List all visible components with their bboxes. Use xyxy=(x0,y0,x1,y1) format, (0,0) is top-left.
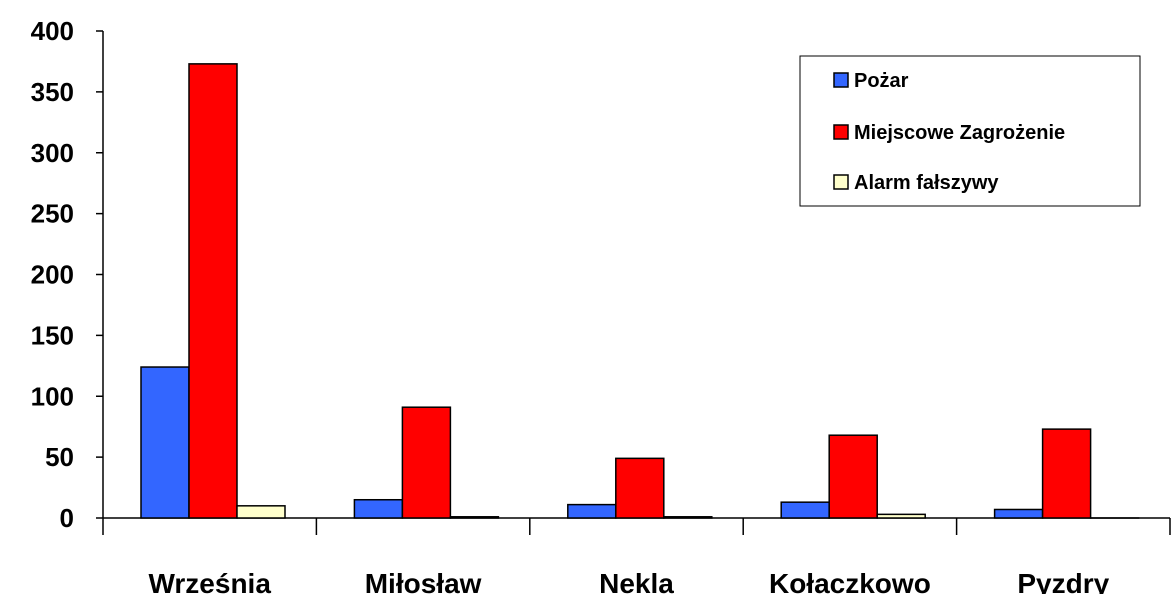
x-axis: Września Miłosław Nekla Kołaczkowo Pyzdry xyxy=(102,517,1171,594)
y-tick-label: 150 xyxy=(31,320,74,350)
legend-box xyxy=(799,55,1141,207)
legend-label: Alarm fałszywy xyxy=(854,172,999,194)
bar xyxy=(449,516,500,519)
bar xyxy=(780,501,830,519)
y-tick-label: 200 xyxy=(31,260,74,290)
y-axis: 0 50 100 150 200 250 300 350 400 xyxy=(31,16,104,533)
bar xyxy=(615,457,665,519)
y-tick-label: 100 xyxy=(31,381,74,411)
bar xyxy=(140,366,190,519)
legend-swatch xyxy=(833,174,849,190)
x-category-label: Nekla xyxy=(599,568,674,594)
y-tick-label: 350 xyxy=(31,77,74,107)
bars xyxy=(140,63,1140,519)
y-tick-label: 0 xyxy=(60,503,74,533)
bar xyxy=(401,406,452,519)
legend-label: Miejscowe Zagrożenie xyxy=(854,122,1065,144)
bar xyxy=(1041,428,1092,519)
legend-swatch xyxy=(833,72,849,88)
legend-swatch xyxy=(833,124,849,140)
bar xyxy=(353,498,404,519)
x-category-label: Pyzdry xyxy=(1017,568,1109,594)
bar xyxy=(188,63,238,519)
legend-label: Pożar xyxy=(854,70,909,92)
y-tick-label: 250 xyxy=(31,199,74,229)
bar xyxy=(236,505,286,519)
bar xyxy=(663,516,713,519)
x-category-label: Kołaczkowo xyxy=(769,568,931,594)
bar xyxy=(993,508,1044,519)
y-tick-label: 400 xyxy=(31,16,74,46)
bar xyxy=(876,513,926,519)
y-tick-label: 300 xyxy=(31,138,74,168)
bar xyxy=(828,434,878,519)
bar xyxy=(567,503,617,519)
x-category-label: Września xyxy=(148,568,271,594)
y-tick-label: 50 xyxy=(45,442,74,472)
x-category-label: Miłosław xyxy=(365,568,482,594)
legend: Pożar Miejscowe Zagrożenie Alarm fałszywy xyxy=(799,55,1141,207)
